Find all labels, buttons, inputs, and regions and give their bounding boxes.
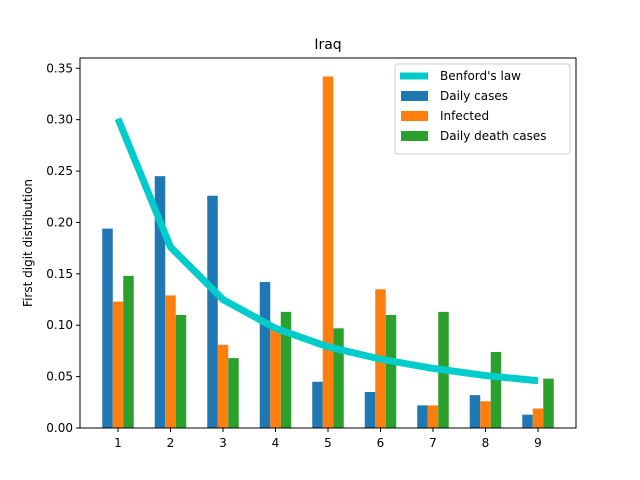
bar-infected-3 [217,344,229,428]
y-tick-label-0.05: 0.05 [46,370,73,384]
legend-box [394,63,571,155]
x-tick-label-8: 8 [482,436,490,450]
x-tick-label-5: 5 [324,436,332,450]
bar-infected-1 [112,301,124,428]
legend-label-daily-death-cases: Daily death cases [440,129,547,143]
bar-daily-cases-6 [364,392,376,428]
bar-daily-death-cases-9 [543,378,554,428]
legend-label-benford-s-law: Benford's law [440,69,521,83]
y-tick-label-0.10: 0.10 [46,318,73,332]
legend-label-infected: Infected [440,109,489,123]
bar-daily-cases-2 [154,176,166,428]
line-benfords-law [114,117,539,385]
axes: 1 2 3 4 5 6 7 8 9 0.00 0.05 0.10 0.15 0.20 0.25 0.30 0.3… [46,57,577,450]
bar-daily-death-cases-2 [175,314,187,428]
legend-swatch-infected [401,111,428,121]
bar-daily-death-cases-1 [123,275,134,428]
x-tick-label-3: 3 [219,436,227,450]
bar-infected-8 [480,401,491,428]
chart-title: Iraq [314,37,341,53]
bar-daily-death-cases-6 [385,314,397,428]
x-tick-label-9: 9 [534,436,542,450]
bar-daily-cases-7 [417,405,428,428]
y-axis-label: First digit distribution [21,179,35,307]
y-tick-label-0.35: 0.35 [46,61,73,75]
bar-daily-cases-1 [102,228,113,428]
bar-daily-cases-9 [522,414,533,428]
bar-infected-4 [270,328,281,428]
bar-daily-cases-8 [469,395,481,428]
x-tick-label-1: 1 [114,436,122,450]
bar-daily-cases-4 [259,282,271,428]
y-tick-label-0.20: 0.20 [46,215,73,229]
legend-swatch-daily-cases [401,91,428,101]
bar-daily-death-cases-3 [228,358,239,428]
bar-daily-death-cases-4 [280,311,292,428]
bar-infected-2 [165,295,176,428]
y-tick-label-0.25: 0.25 [46,164,73,178]
bar-infected-9 [532,408,544,428]
x-tick-label-4: 4 [272,436,280,450]
y-tick-label-0.15: 0.15 [46,267,73,281]
bar-daily-cases-5 [312,381,323,428]
x-tick-label-7: 7 [429,436,437,450]
legend-label-daily-cases: Daily cases [440,89,508,103]
x-tick-label-2: 2 [167,436,175,450]
y-tick-label-0.00: 0.00 [46,421,73,435]
bar-daily-death-cases-8 [490,351,502,428]
bar-daily-cases-3 [207,195,218,428]
bar-infected-7 [427,405,439,428]
bar-infected-5 [322,76,334,428]
y-tick-label-0.30: 0.30 [46,113,73,127]
x-tick-label-6: 6 [377,436,385,450]
legend-swatch-daily-death-cases [401,131,428,141]
bar-daily-death-cases-5 [333,328,344,428]
legend: Benford's law Daily cases Infected Daily de… [394,63,571,155]
benford-line-layer [114,117,539,385]
